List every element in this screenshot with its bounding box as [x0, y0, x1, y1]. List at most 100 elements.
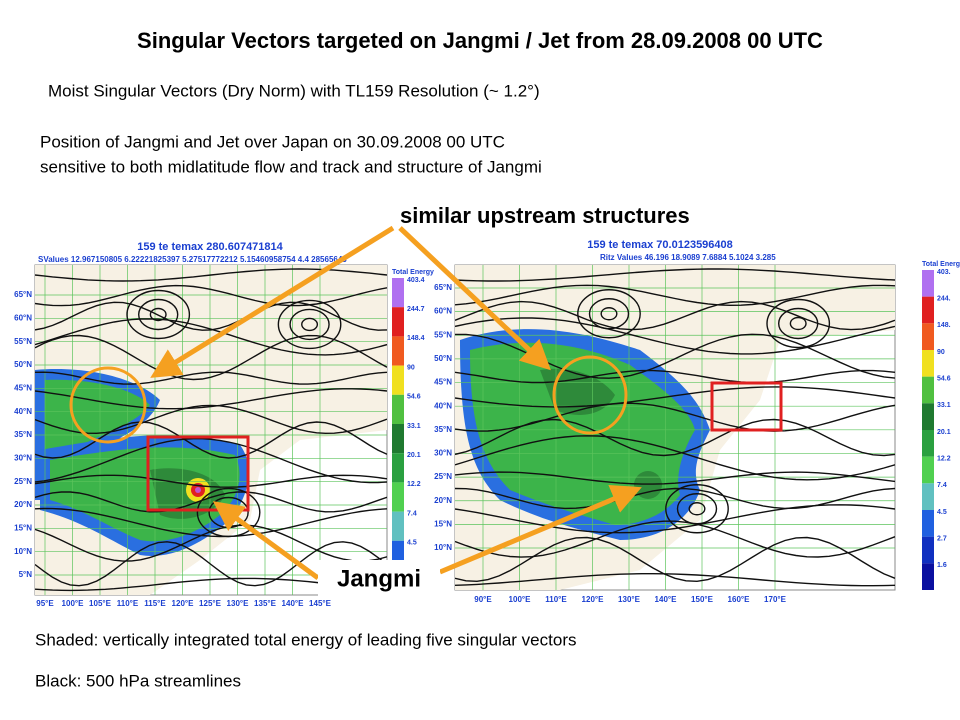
streamline — [455, 369, 895, 384]
streamline — [455, 573, 895, 587]
legend-label: 33.1 — [407, 423, 421, 430]
legend-swatch — [392, 482, 404, 512]
streamline — [196, 487, 261, 538]
footer: Black: 500 hPa streamlines — [35, 671, 241, 690]
lat-label: 40°N — [434, 401, 452, 410]
streamline — [35, 474, 387, 488]
lon-label: 120°E — [582, 595, 605, 604]
lon-label: 125°E — [199, 599, 222, 608]
lat-label: 45°N — [14, 383, 32, 392]
lat-label: 60°N — [14, 313, 32, 322]
streamline — [455, 386, 895, 408]
legend-swatch — [392, 336, 404, 366]
streamline — [277, 299, 342, 350]
legend-label: 4.5 — [407, 540, 417, 547]
map-subtitle: SValues 12.967150805 6.22221825397 5.275… — [38, 255, 347, 264]
legend-label: 90 — [937, 349, 945, 356]
legend-swatch — [392, 424, 404, 454]
legend-swatch — [922, 563, 934, 590]
legend-swatch — [392, 278, 404, 308]
streamline — [35, 318, 387, 356]
legend-swatch — [922, 296, 934, 324]
streamline — [35, 334, 387, 381]
lon-label: 140°E — [282, 599, 305, 608]
legend-swatch — [922, 483, 934, 510]
legend-label: 244. — [937, 296, 951, 303]
legend-label: 54.6 — [407, 394, 421, 401]
lon-label: 110°E — [117, 599, 139, 608]
lon-label: 100°E — [62, 599, 85, 608]
lat-label: 15°N — [14, 523, 32, 532]
legend-swatch — [392, 365, 404, 395]
streamline — [455, 300, 895, 331]
lat-label: 45°N — [434, 378, 452, 387]
map-panel: 159 te temax 280.607471814 SValues 12.96… — [34, 241, 388, 596]
legend-swatch — [922, 376, 934, 404]
lon-label: 130°E — [618, 595, 641, 604]
lat-label: 20°N — [434, 496, 452, 505]
legend-swatch — [392, 511, 404, 541]
legend-label: 1.6 — [937, 562, 947, 569]
lat-label: 25°N — [434, 472, 452, 481]
lat-label: 20°N — [14, 500, 32, 509]
streamline — [35, 404, 387, 435]
streamline — [35, 491, 387, 513]
slide-title: Singular Vectors targeted on Jangmi / Je… — [137, 28, 823, 53]
subtitle: Moist Singular Vectors (Dry Norm) with T… — [48, 81, 540, 100]
legend-label: 33.1 — [937, 402, 951, 409]
streamline — [35, 284, 387, 307]
legend-label: 4.5 — [937, 509, 947, 516]
legend-label: 403.4 — [407, 277, 425, 284]
legend-label: 20.1 — [407, 452, 421, 459]
footer: Shaded: vertically integrated total ener… — [35, 630, 576, 649]
legend-label: 148. — [937, 322, 951, 329]
streamline — [149, 307, 167, 322]
streamline — [455, 504, 895, 534]
lat-label: 60°N — [434, 307, 452, 316]
lon-label: 150°E — [691, 595, 714, 604]
legend-label: 12.2 — [937, 456, 951, 463]
streamline — [600, 307, 618, 321]
map-title: 159 te temax 280.607471814 — [137, 241, 283, 253]
legend-swatch — [392, 307, 404, 337]
legend-title: Total Energy — [922, 261, 960, 268]
description: sensitive to both midlatitude flow and t… — [40, 157, 542, 176]
legend-label: 403. — [937, 269, 951, 276]
streamline — [289, 308, 330, 341]
legend-label: 2.7 — [937, 536, 947, 543]
streamline — [35, 524, 387, 562]
lat-label: 25°N — [14, 477, 32, 486]
legend-label: 148.4 — [407, 335, 425, 342]
lon-label: 90°E — [474, 595, 492, 604]
legend-swatch — [922, 350, 934, 377]
streamline — [137, 298, 179, 331]
lon-label: 115°E — [144, 599, 166, 608]
streamline — [126, 289, 191, 340]
arrow — [398, 226, 551, 371]
streamline — [35, 421, 387, 459]
legend-label: 7.4 — [937, 482, 947, 489]
map-subtitle: Ritz Values 46.196 18.9089 7.6884 5.1024… — [600, 253, 776, 262]
lat-label: 35°N — [14, 430, 32, 439]
lon-label: 160°E — [728, 595, 751, 604]
arrow — [439, 484, 642, 575]
streamline — [789, 316, 807, 331]
lon-label: 170°E — [764, 595, 787, 604]
streamline — [455, 284, 895, 307]
lon-label: 95°E — [36, 599, 54, 608]
streamline — [455, 317, 895, 355]
streamline — [455, 487, 895, 510]
highlight-circle — [552, 355, 628, 435]
legend-swatch — [922, 536, 934, 564]
lat-label: 55°N — [14, 337, 32, 346]
lat-label: 65°N — [434, 283, 452, 292]
legend-swatch — [922, 456, 934, 484]
map-title: 159 te temax 70.0123596408 — [587, 239, 733, 251]
streamline — [455, 471, 895, 485]
arrow — [212, 501, 320, 581]
streamline — [35, 507, 387, 538]
legend-swatch — [922, 403, 934, 430]
lon-label: 100°E — [509, 595, 532, 604]
lat-label: 65°N — [14, 290, 32, 299]
